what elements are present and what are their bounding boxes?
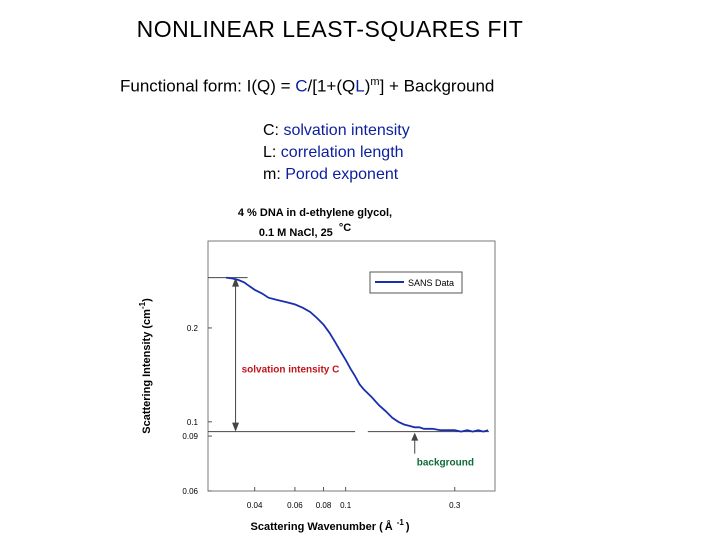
x-axis-label-text: Scattering Wavenumber (: [251, 521, 384, 533]
sans-chart: 4 % DNA in d-ethylene glycol, 0.1 M NaCl…: [138, 207, 496, 533]
chart-title-text: 0.1 M NaCl, 25: [259, 227, 333, 239]
y-axis-label-sup: -1: [138, 301, 147, 309]
formula-m: m: [370, 76, 380, 88]
y-tick-label: 0.09: [182, 432, 198, 441]
formula-suffix: ] + Background: [379, 76, 495, 96]
definition-l: L: correlation length: [263, 142, 410, 164]
formula-l: L: [355, 76, 365, 96]
definition-symbol: m:: [263, 166, 286, 183]
definition-meaning: correlation length: [280, 144, 404, 161]
definition-symbol: C:: [263, 122, 284, 139]
x-tick-label: 0.08: [316, 501, 332, 510]
y-axis-label-close: ): [141, 298, 153, 302]
formula-prefix: Functional form: I(Q) =: [120, 76, 296, 96]
series-line-sans-data: [225, 276, 489, 433]
y-axis-ticks: 0.06 0.09 0.1 0.2: [182, 324, 212, 496]
x-axis-label: Scattering Wavenumber (Å -1): [251, 518, 410, 533]
chart-title-line2: 0.1 M NaCl, 25 °C: [259, 222, 351, 239]
solvation-arrow-head-up: [232, 277, 240, 287]
legend-label: SANS Data: [408, 278, 454, 288]
x-tick-label: 0.3: [449, 501, 461, 510]
definition-c: C: solvation intensity: [263, 120, 410, 142]
y-tick-label: 0.1: [187, 418, 199, 427]
annotation-layer: solvation intensity C background: [208, 277, 489, 469]
x-tick-label: 0.1: [340, 501, 352, 510]
y-axis-label: Scattering Intensity (cm-1): [138, 298, 153, 434]
formula-close: ): [364, 76, 371, 96]
definition-meaning: Porod exponent: [285, 166, 399, 183]
solvation-arrow-head-down: [232, 422, 240, 432]
functional-form: Functional form: I(Q) = C/[1+(QL)m] + Ba…: [120, 76, 494, 97]
background-arrow-head: [411, 432, 419, 441]
chart-title-line1: 4 % DNA in d-ethylene glycol,: [238, 207, 392, 219]
definition-meaning: solvation intensity: [283, 122, 410, 139]
solvation-intensity-label: solvation intensity C: [242, 365, 340, 376]
y-tick-label: 0.2: [187, 324, 199, 333]
slide-title: NONLINEAR LEAST-SQUARES FIT: [136, 16, 524, 42]
x-axis-label-unit: Å: [385, 520, 393, 533]
definition-m: m: Porod exponent: [263, 164, 410, 186]
x-tick-label: 0.06: [287, 501, 303, 510]
formula-mid: /[1+(Q: [307, 76, 356, 96]
y-tick-label: 0.06: [182, 487, 198, 496]
plot-frame: [207, 240, 496, 492]
x-axis-label-close: ): [406, 521, 410, 533]
y-axis-label-text: Scattering Intensity (cm: [141, 309, 153, 434]
x-axis-ticks: 0.04 0.06 0.08 0.1 0.3: [247, 487, 461, 510]
chart-title-unit: °C: [339, 222, 351, 234]
background-label: background: [417, 458, 474, 469]
formula-c: C: [295, 76, 308, 96]
definition-symbol: L:: [263, 144, 281, 161]
legend-box: [369, 271, 463, 294]
legend: SANS Data: [369, 271, 463, 294]
x-tick-label: 0.04: [247, 501, 263, 510]
parameter-definitions: C: solvation intensity L: correlation le…: [263, 120, 410, 186]
x-axis-label-sup: -1: [397, 518, 405, 527]
